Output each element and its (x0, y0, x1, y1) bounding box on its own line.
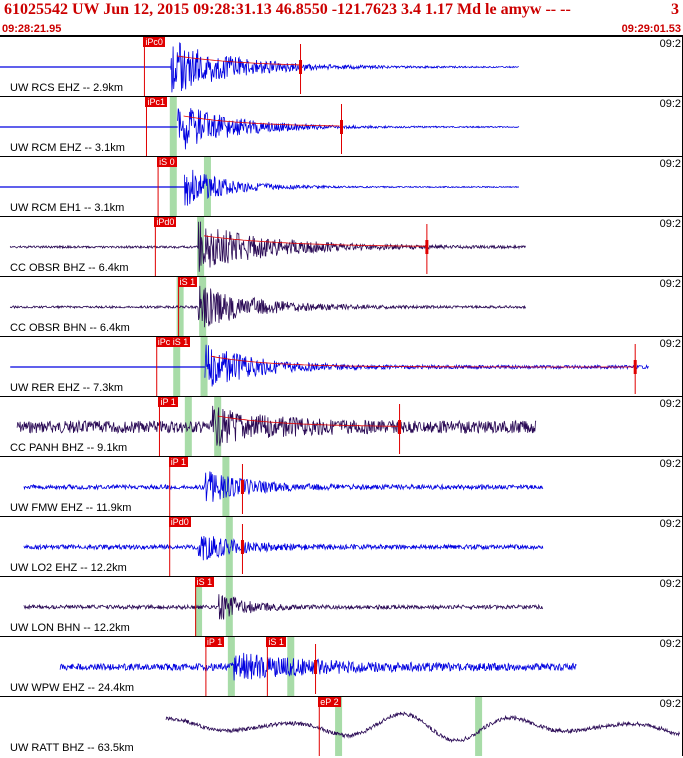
coda-end-marker-bar (425, 240, 429, 254)
station-label: CC OBSR BHN -- 6.4km (10, 322, 130, 334)
event-header: 61025542 UW Jun 12, 2015 09:28:31.13 46.… (0, 0, 683, 36)
coda-end-marker-bar (340, 120, 343, 134)
panel-time-label: 09:2 (659, 578, 681, 590)
phase-pick-label[interactable]: iS 1 (177, 277, 198, 287)
phase-pick-label[interactable]: iP 1 (158, 397, 178, 407)
waveform-trace (165, 711, 680, 743)
phase-pick-label[interactable]: iP 1 (168, 457, 189, 467)
panel-time-label: 09:2 (659, 518, 681, 530)
pick-window (195, 577, 203, 636)
event-title-right: 3 (671, 1, 679, 18)
pick-window (227, 637, 235, 696)
station-label: UW RER EHZ -- 7.3km (10, 382, 124, 394)
phase-pick-label[interactable]: iPc0 (143, 37, 165, 47)
panel-time-label: 09:2 (659, 278, 681, 290)
phase-pick-label[interactable]: eP 2 (318, 697, 341, 707)
phase-pick-label[interactable]: iS 1 (266, 637, 286, 647)
panel-time-label: 09:2 (659, 218, 681, 230)
coda-fit-line (217, 415, 398, 427)
waveform-trace (204, 344, 649, 387)
coda-end-marker-bar (299, 60, 303, 74)
pick-window (335, 697, 343, 756)
panel-time-label: 09:2 (659, 158, 681, 170)
panel-time-label: 09:2 (659, 38, 681, 50)
window-end-time: 09:29:01.53 (621, 23, 681, 35)
station-label: UW LON BHN -- 12.2km (10, 622, 130, 634)
station-label: UW RCM EH1 -- 3.1km (10, 202, 125, 214)
coda-end-marker-bar (398, 420, 402, 434)
panel-time-label: 09:2 (659, 698, 681, 710)
coda-fit-line (210, 355, 634, 368)
pick-window (225, 577, 233, 636)
traces-canvas[interactable] (0, 36, 683, 758)
waveform-trace (16, 405, 537, 447)
station-label: UW WPW EHZ -- 24.4km (10, 682, 135, 694)
waveform-trace (23, 594, 544, 620)
station-label: UW RCS EHZ -- 2.9km (10, 82, 124, 94)
coda-end-marker-bar (633, 360, 637, 374)
waveform-trace (184, 169, 519, 206)
panel-time-label: 09:2 (659, 338, 681, 350)
waveform-trace (59, 652, 577, 681)
panel-time-label: 09:2 (659, 98, 681, 110)
waveform-trace (177, 108, 520, 150)
coda-end-marker-bar (240, 480, 244, 494)
station-label: UW FMW EHZ -- 11.9km (10, 502, 132, 514)
waveform-trace (23, 535, 544, 561)
phase-pick-label[interactable]: iPd0 (168, 517, 191, 527)
pick-window (184, 397, 192, 456)
station-label: UW RATT BHZ -- 63.5km (10, 742, 134, 754)
phase-pick-label[interactable]: iPc1 (145, 97, 167, 107)
window-start-time: 09:28:21.95 (2, 23, 62, 35)
pick-window (475, 697, 483, 756)
coda-end-marker-bar (240, 540, 244, 554)
seismogram-panels[interactable]: iPc0 UW RCS EHZ -- 2.9km 09:2 iPc1 UW RCM EH… (0, 36, 683, 758)
pick-window (225, 517, 233, 576)
waveform-trace (9, 221, 526, 272)
coda-fit-line (204, 235, 427, 247)
station-label: CC PANH BHZ -- 9.1km (10, 442, 128, 454)
phase-pick-label[interactable]: iS 0 (157, 157, 177, 167)
coda-fit-line (176, 55, 300, 66)
coda-end-marker-bar (314, 660, 318, 674)
waveform-trace (170, 42, 519, 93)
phase-pick-label[interactable]: iP 1 (204, 637, 225, 647)
event-title: 61025542 UW Jun 12, 2015 09:28:31.13 46.… (4, 1, 571, 18)
station-label: UW RCM EHZ -- 3.1km (10, 142, 125, 154)
station-label: CC OBSR BHZ -- 6.4km (10, 262, 129, 274)
waveform-trace (23, 471, 544, 502)
panel-time-label: 09:2 (659, 398, 681, 410)
phase-pick-label[interactable]: iPd0 (154, 217, 177, 227)
waveform-trace (9, 285, 526, 328)
phase-pick-label[interactable]: iS 1 (194, 577, 215, 587)
panel-time-label: 09:2 (659, 458, 681, 470)
phase-pick-label[interactable]: iPc iS 1 (155, 337, 191, 347)
panel-time-label: 09:2 (659, 638, 681, 650)
pick-window (222, 457, 230, 516)
station-label: UW LO2 EHZ -- 12.2km (10, 562, 127, 574)
coda-fit-line (183, 115, 340, 127)
